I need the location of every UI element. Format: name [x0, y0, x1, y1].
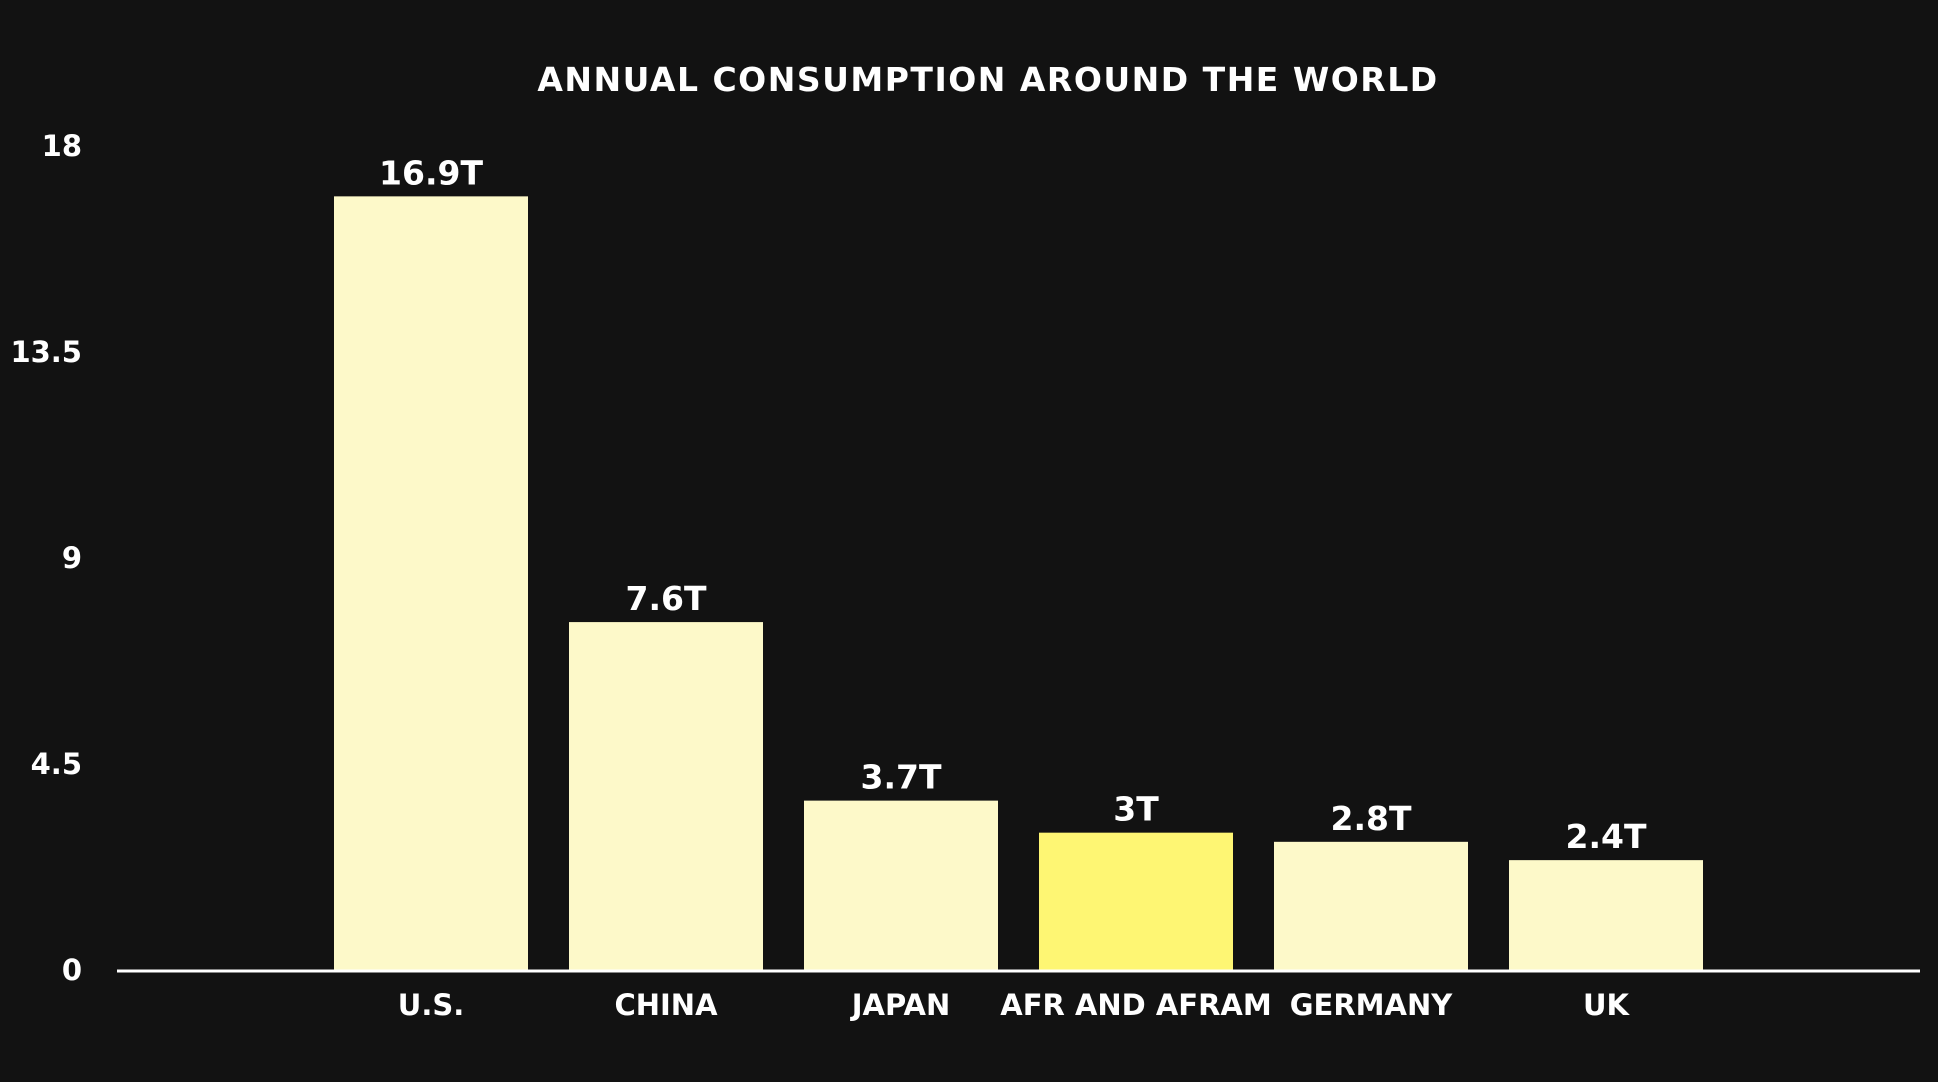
x-tick-label: JAPAN [850, 988, 951, 1022]
bar-data-label: 2.4T [1566, 817, 1647, 856]
y-tick-label: 4.5 [31, 747, 82, 781]
bar-data-label: 3T [1113, 790, 1159, 829]
bar [569, 622, 763, 970]
bar [804, 800, 998, 970]
x-axis-ticks: U.S. CHINA JAPAN AFR AND AFRAM GERMANY UK [398, 988, 1631, 1022]
bar [334, 196, 528, 970]
chart-title: ANNUAL CONSUMPTION AROUND THE WORLD [537, 60, 1438, 99]
y-tick-label: 0 [62, 953, 82, 987]
x-tick-label: U.S. [398, 988, 464, 1022]
data-labels: 16.9T 7.6T 3.7T 3T 2.8T 2.4T [379, 153, 1647, 856]
bar [1039, 832, 1233, 970]
bars [334, 196, 1703, 970]
bar [1509, 860, 1703, 970]
x-tick-label: CHINA [614, 988, 718, 1022]
bar-data-label: 16.9T [379, 153, 483, 192]
bar [1274, 841, 1468, 970]
y-axis-ticks: 0 4.5 9 13.5 18 [10, 129, 82, 987]
bar-data-label: 7.6T [626, 579, 707, 618]
x-tick-label: UK [1583, 988, 1631, 1022]
y-tick-label: 13.5 [10, 335, 82, 369]
y-tick-label: 9 [62, 541, 82, 575]
x-tick-label: AFR AND AFRAM [1000, 988, 1271, 1022]
x-tick-label: GERMANY [1290, 988, 1454, 1022]
bar-data-label: 3.7T [861, 758, 942, 797]
bar-data-label: 2.8T [1331, 799, 1412, 838]
y-tick-label: 18 [42, 129, 82, 163]
